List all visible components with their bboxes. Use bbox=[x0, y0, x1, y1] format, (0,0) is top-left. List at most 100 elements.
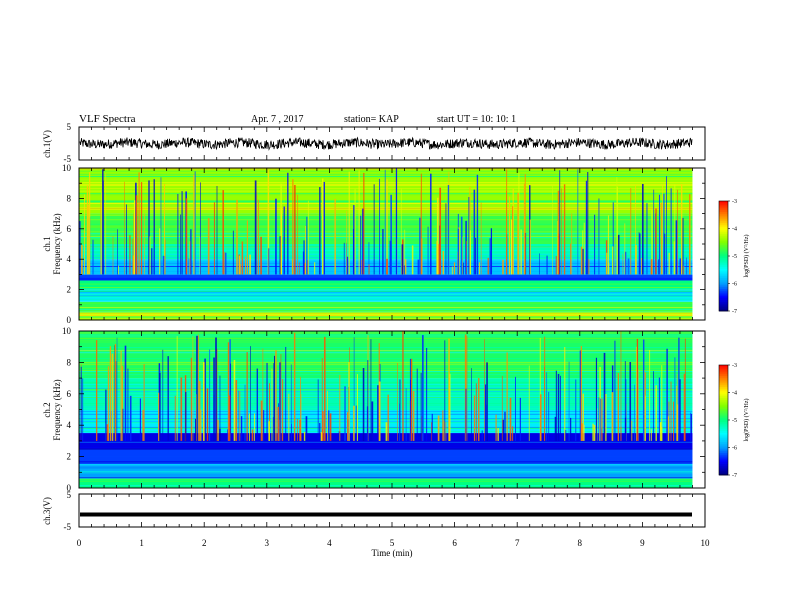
spectrogram-streak bbox=[129, 395, 132, 441]
spectrogram-streak bbox=[481, 430, 483, 441]
spectrogram-streak bbox=[554, 416, 557, 441]
spectrogram-line bbox=[79, 175, 693, 177]
spectrogram-streak bbox=[480, 202, 482, 275]
spectrogram-line bbox=[79, 384, 693, 386]
spectrogram-streak bbox=[458, 227, 460, 275]
spectrogram-streak bbox=[267, 169, 270, 275]
colorbar-cell bbox=[719, 394, 728, 397]
spectrogram-streak bbox=[385, 422, 388, 441]
spectrogram-streak bbox=[149, 236, 151, 275]
spectrogram-streak bbox=[80, 366, 82, 441]
spectrogram-streak bbox=[84, 194, 85, 275]
colorbar-cell bbox=[719, 243, 728, 246]
spectrogram-streak bbox=[608, 262, 610, 275]
spectrogram-line bbox=[79, 276, 693, 278]
spectrogram-streak bbox=[241, 241, 244, 275]
spectrogram-streak bbox=[292, 179, 294, 275]
colorbar-cell bbox=[719, 305, 728, 308]
colorbar-cell bbox=[719, 447, 728, 450]
spectrogram-streak bbox=[560, 375, 561, 441]
ch1-waveform-xticks bbox=[78, 127, 706, 160]
ch1-waveform-trace bbox=[79, 136, 693, 151]
spectrogram-streak bbox=[674, 357, 676, 441]
spectrogram-streak bbox=[139, 398, 141, 441]
spectrogram-streak bbox=[431, 422, 432, 441]
ch1-spectrogram-ylabel-channel: ch.1 bbox=[42, 236, 52, 251]
spectrogram-streak bbox=[117, 229, 118, 275]
spectrogram-streak bbox=[129, 235, 131, 275]
ch2-spectrogram-image bbox=[79, 331, 705, 489]
spectrogram-streak bbox=[260, 400, 263, 441]
spectrogram-streak bbox=[199, 381, 201, 441]
spectrogram-streak bbox=[627, 258, 630, 275]
spectrogram-line bbox=[79, 201, 693, 203]
y-tick-label: 4 bbox=[67, 420, 72, 430]
spectrogram-streak bbox=[159, 372, 161, 441]
spectrogram-streak bbox=[206, 388, 209, 441]
spectrogram-streak bbox=[280, 208, 282, 275]
spectrogram-streak bbox=[451, 266, 453, 275]
spectrogram-streak bbox=[673, 241, 675, 275]
spectrogram-streak bbox=[323, 336, 326, 441]
colorbar-tick-label: -3 bbox=[732, 363, 737, 369]
spectrogram-streak bbox=[663, 193, 665, 275]
spectrogram-streak bbox=[460, 216, 463, 275]
spectrogram-streak bbox=[617, 373, 620, 441]
spectrogram-streak bbox=[200, 409, 202, 441]
spectrogram-streak bbox=[539, 253, 540, 275]
spectrogram-streak bbox=[667, 416, 669, 441]
spectrogram-streak bbox=[559, 170, 561, 275]
spectrogram-line bbox=[79, 246, 693, 248]
spectrogram-line bbox=[79, 298, 693, 300]
spectrogram-streak bbox=[272, 417, 274, 441]
spectrogram-line bbox=[79, 233, 693, 235]
spectrogram-line bbox=[79, 315, 693, 317]
spectrogram-streak bbox=[544, 366, 545, 441]
colorbar-cell bbox=[719, 259, 728, 262]
spectrogram-line bbox=[79, 374, 693, 376]
spectrogram-streak bbox=[105, 173, 107, 275]
x-tick-label: 0 bbox=[77, 538, 82, 548]
spectrogram-line bbox=[79, 214, 693, 215]
colorbar-cell bbox=[719, 241, 728, 244]
spectrogram-streak bbox=[580, 345, 582, 441]
spectrogram-streak bbox=[552, 185, 553, 275]
spectrogram-streak bbox=[280, 354, 282, 441]
ch1-spectrogram-image bbox=[79, 168, 705, 321]
spectrogram-streak bbox=[238, 255, 241, 275]
spectrogram-line bbox=[79, 418, 693, 419]
spectrogram-streak bbox=[122, 408, 124, 441]
spectrogram-line bbox=[79, 485, 693, 487]
spectrogram-streak bbox=[437, 415, 440, 441]
spectrogram-line bbox=[79, 293, 693, 294]
spectrogram-line bbox=[79, 206, 693, 208]
spectrogram-streak bbox=[297, 194, 299, 275]
spectrogram-streak bbox=[132, 255, 135, 275]
spectrogram-streak bbox=[684, 338, 686, 441]
colorbar-cell bbox=[719, 292, 728, 295]
spectrogram-streak bbox=[319, 187, 321, 275]
spectrogram-streak bbox=[659, 422, 662, 441]
colorbar-cell bbox=[719, 412, 728, 415]
ch2-spectrogram-panel: ch.2 Frequency (kHz) 0 2 4 6 8 10 -3 -4 -5 -6 -7 l… bbox=[42, 326, 750, 493]
spectrogram-streak bbox=[568, 361, 570, 441]
spectrogram-streak bbox=[126, 204, 127, 275]
colorbar-cell bbox=[719, 421, 728, 425]
spectrogram-streak bbox=[116, 337, 118, 441]
spectrogram-streak bbox=[268, 421, 270, 441]
spectrogram-streak bbox=[650, 259, 653, 275]
spectrogram-line bbox=[79, 294, 693, 296]
spectrogram-streak bbox=[675, 220, 678, 275]
spectrogram-line bbox=[79, 409, 693, 411]
spectrogram-streak bbox=[529, 219, 531, 275]
spectrogram-streak bbox=[421, 335, 424, 441]
spectrogram-streak bbox=[124, 181, 125, 275]
colorbar-tick-label: -7 bbox=[732, 309, 737, 315]
y-tick-label: 6 bbox=[67, 224, 72, 234]
spectrogram-streak bbox=[447, 185, 450, 275]
spectrogram-streak bbox=[329, 413, 332, 441]
figure-title: VLF Spectra bbox=[79, 113, 136, 125]
spectrogram-streak bbox=[506, 352, 508, 441]
spectrogram-streak bbox=[682, 217, 684, 275]
spectrogram-streak bbox=[246, 220, 248, 275]
